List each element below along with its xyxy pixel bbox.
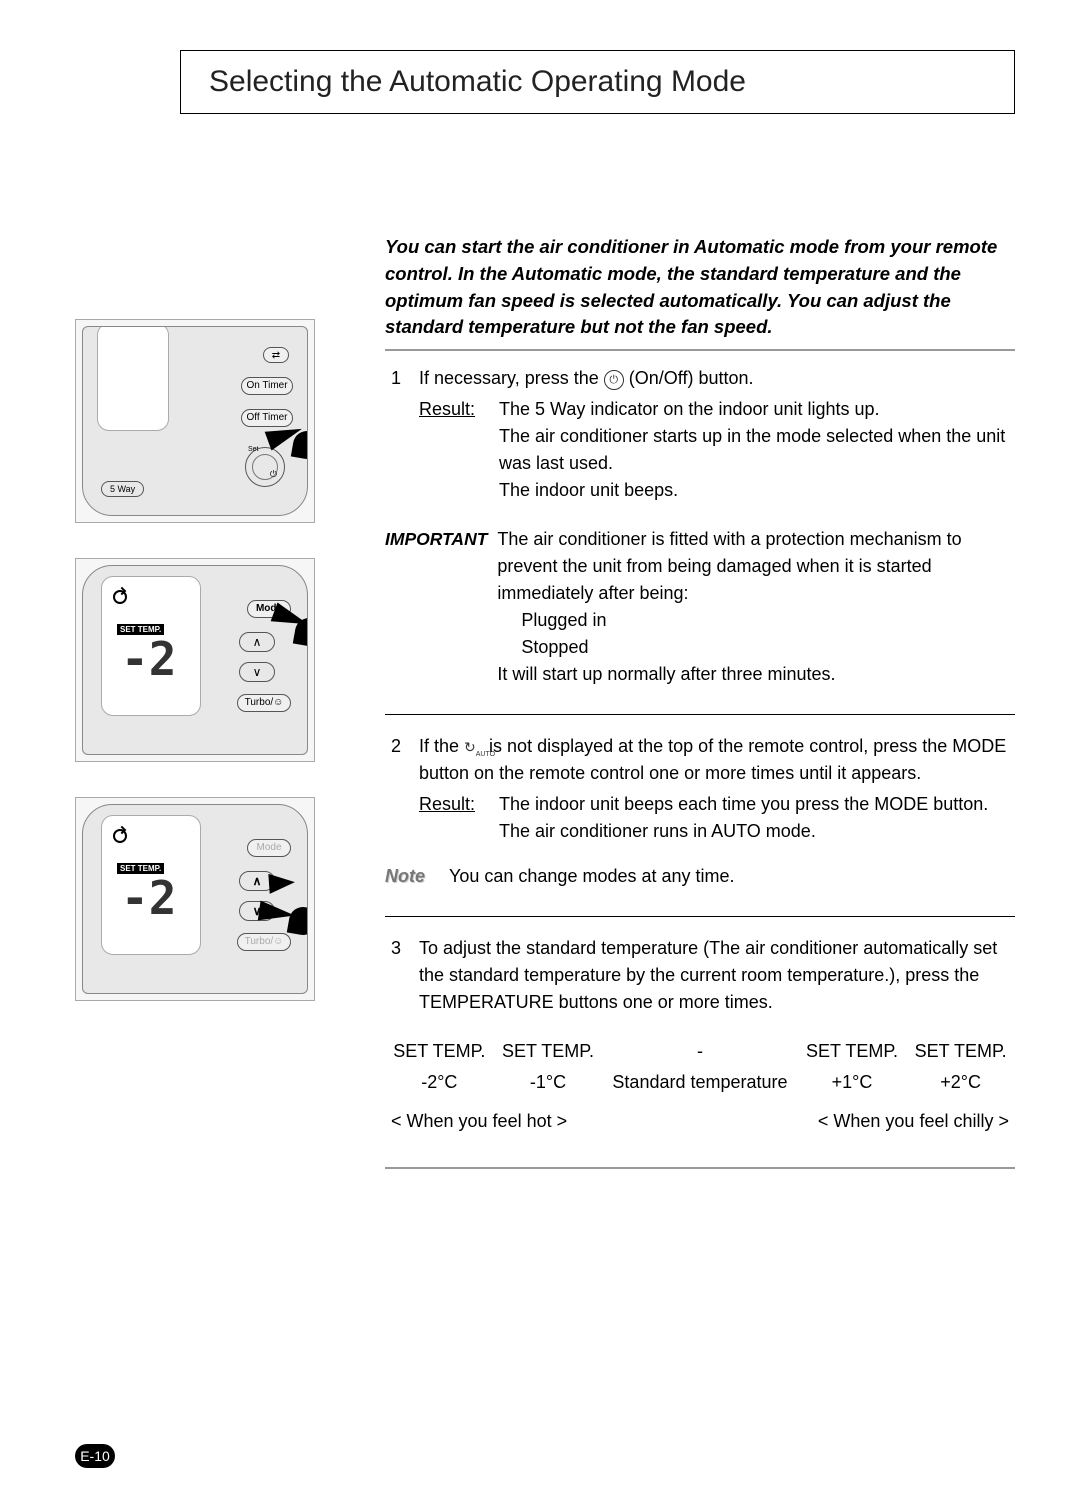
step-1: 1 If necessary, press the ⏻ (On/Off) but… [385,365,1015,688]
step3-text: To adjust the standard temperature (The … [419,935,1015,1016]
turbo-button: Turbo/☺ [237,933,291,951]
table-cell: Standard temperature [602,1067,797,1098]
on-timer-button: On Timer [241,377,293,395]
step-number: 1 [385,365,401,504]
result-line: The air conditioner starts up in the mod… [499,423,1015,477]
table-header: SET TEMP. [798,1036,907,1067]
step1-text-a: If necessary, press the [419,368,604,388]
divider [385,916,1015,917]
five-way-button: 5 Way [101,481,144,497]
step-2: 2 If the ↻AUTO is not displayed at the t… [385,733,1015,890]
divider [385,349,1015,351]
important-item: Plugged in [521,607,1015,634]
important-label: IMPORTANT [385,526,487,688]
important-text: The air conditioner is fitted with a pro… [497,526,1015,607]
auto-icon [113,829,127,843]
result-label: Result: [419,791,499,845]
table-header: SET TEMP. [906,1036,1015,1067]
important-item: Stopped [521,634,1015,661]
temp-down-button: ∨ [239,662,275,682]
temperature-table: SET TEMP. SET TEMP. - SET TEMP. SET TEMP… [385,1036,1015,1137]
note-text: You can change modes at any time. [449,863,735,890]
power-icon: ⏻ [604,370,624,390]
table-cell: +2°C [906,1067,1015,1098]
swing-icon: ⇄ [263,347,289,363]
page-number-badge: E-10 [75,1444,115,1468]
result-line: The air conditioner runs in AUTO mode. [499,818,1015,845]
note-block: Note You can change modes at any time. [385,863,1015,890]
auto-icon [113,590,127,604]
illustrations-column: ⇄ On Timer Off Timer 5 Way Set ⏻ [75,319,315,1183]
result-label: Result: [419,396,499,504]
divider [385,1167,1015,1169]
feel-chilly-label: < When you feel chilly > [798,1098,1015,1137]
table-header: SET TEMP. [494,1036,603,1067]
table-header: - [602,1036,797,1067]
important-block: IMPORTANT The air conditioner is fitted … [385,526,1015,688]
divider [385,714,1015,715]
table-cell: -2°C [385,1067,494,1098]
step-number: 2 [385,733,401,845]
temp-digit: -2 [121,871,176,925]
step-number: 3 [385,935,401,1016]
result-line: The indoor unit beeps each time you pres… [499,791,1015,818]
temp-up-button: ∧ [239,632,275,652]
step2-text-b: is not displayed at the top of the remot… [419,736,1006,783]
table-cell: +1°C [798,1067,907,1098]
temp-digit: -2 [121,632,176,686]
page-title: Selecting the Automatic Operating Mode [180,50,1015,114]
mode-button: Mode [247,839,291,857]
important-text: It will start up normally after three mi… [497,661,1015,688]
auto-mode-icon: ↻AUTO [464,738,484,758]
turbo-button: Turbo/☺ [237,694,291,712]
step2-text-a: If the [419,736,464,756]
step1-text-b: (On/Off) button. [629,368,754,388]
remote-illustration-2: SET TEMP. -2 Mode ∧ ∨ Turbo/☺ [75,558,315,762]
set-cancel-power-button: Set ⏻ [245,447,285,487]
note-label: Note [385,863,425,890]
feel-hot-label: < When you feel hot > [385,1098,602,1137]
instructions-column: You can start the air conditioner in Aut… [385,234,1015,1183]
result-line: The indoor unit beeps. [499,477,1015,504]
table-cell: -1°C [494,1067,603,1098]
step-3: 3 To adjust the standard temperature (Th… [385,935,1015,1137]
table-header: SET TEMP. [385,1036,494,1067]
remote-illustration-3: SET TEMP. -2 Mode ∧ ∨ Turbo/☺ [75,797,315,1001]
remote-illustration-1: ⇄ On Timer Off Timer 5 Way Set ⏻ [75,319,315,523]
intro-paragraph: You can start the air conditioner in Aut… [385,234,1015,341]
result-line: The 5 Way indicator on the indoor unit l… [499,396,1015,423]
